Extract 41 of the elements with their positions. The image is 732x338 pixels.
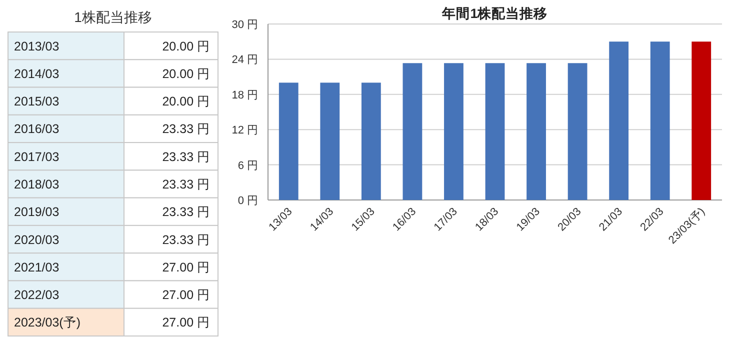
category-label: 2018/03	[14, 178, 60, 192]
bar	[485, 63, 505, 200]
data-label: 23.33 円	[162, 232, 210, 247]
y-tick-label: 0 円	[238, 195, 258, 207]
category-label: 2020/03	[14, 232, 60, 247]
bar	[650, 42, 670, 200]
bar	[361, 82, 381, 200]
bar	[568, 63, 588, 200]
data-label: 20.00 円	[162, 66, 210, 81]
category-label: 2023/03(予)	[14, 316, 81, 330]
category-label: 2022/03	[14, 288, 60, 302]
data-label: 27.00 円	[162, 316, 210, 330]
bar	[402, 63, 422, 200]
category-label: 2017/03	[14, 150, 60, 164]
data-label: 23.33 円	[162, 205, 210, 220]
bar	[320, 82, 340, 200]
bar	[444, 63, 464, 200]
data-label: 20.00 円	[162, 39, 210, 54]
chart-title: 年間1株配当推移	[441, 6, 548, 21]
category-label: 2014/03	[14, 66, 60, 81]
data-label: 23.33 円	[162, 122, 210, 136]
y-tick-label: 30 円	[232, 19, 258, 31]
y-tick-label: 24 円	[232, 54, 258, 66]
y-tick-label: 12 円	[232, 124, 258, 137]
table-title: 1株配当推移	[74, 9, 152, 25]
category-label: 2013/03	[14, 39, 60, 54]
bar	[278, 82, 298, 200]
data-label: 23.33 円	[162, 150, 210, 164]
bar	[609, 42, 629, 200]
data-label: 23.33 円	[162, 178, 210, 192]
y-tick-label: 6 円	[238, 160, 258, 172]
category-label: 2021/03	[14, 260, 60, 274]
category-label: 2019/03	[14, 205, 60, 220]
data-label: 27.00 円	[162, 288, 210, 302]
category-label: 2015/03	[14, 94, 60, 109]
data-label: 20.00 円	[162, 94, 210, 109]
bar	[526, 63, 546, 200]
category-label: 2016/03	[14, 122, 60, 136]
y-tick-label: 18 円	[232, 89, 258, 102]
bar	[692, 42, 712, 200]
data-label: 27.00 円	[162, 260, 210, 274]
